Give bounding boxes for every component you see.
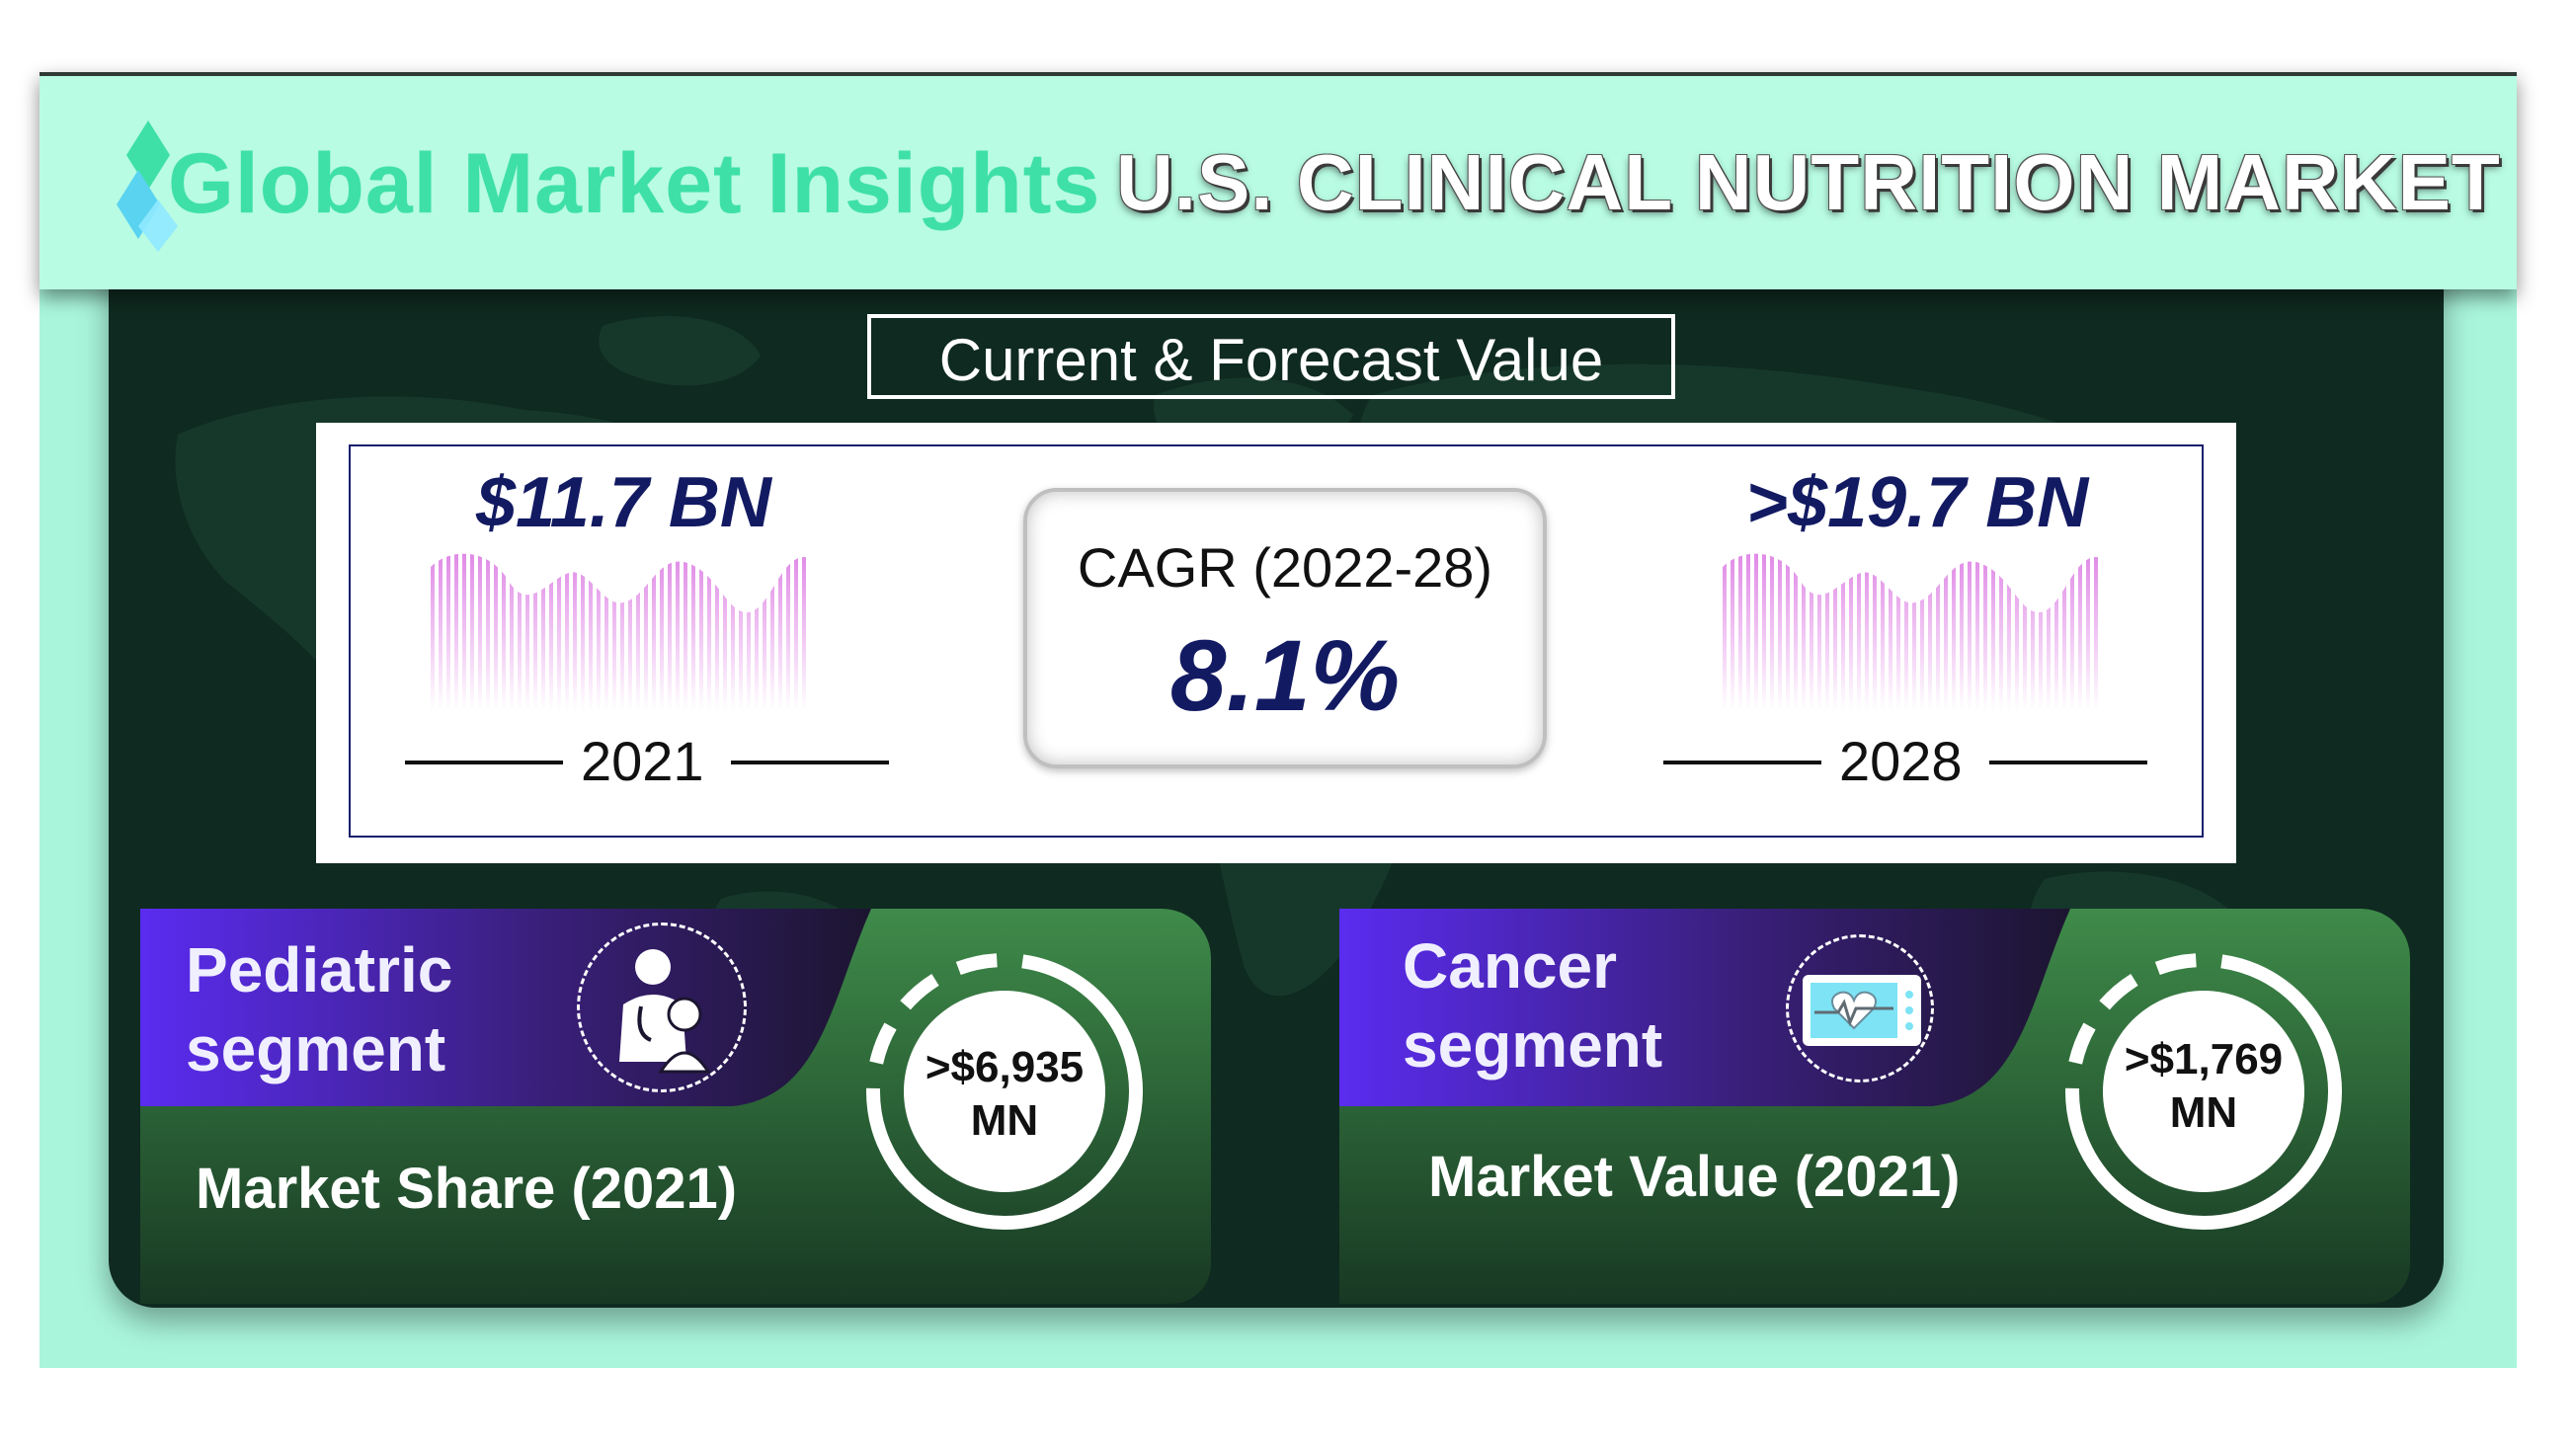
pediatric-metric-label: Market Share (2021)	[196, 1157, 738, 1221]
cancer-value-line2: MN	[2169, 1088, 2238, 1137]
cagr-box: CAGR (2022-28) 8.1%	[1023, 488, 1547, 768]
cancer-icon-circle	[1786, 934, 1934, 1083]
pediatric-segment-title-line2: segment	[186, 1013, 446, 1084]
forecast-wave-decoration	[1723, 553, 2102, 711]
cancer-segment-title-line1: Cancer	[1403, 930, 1617, 1002]
year-line-right	[731, 761, 889, 764]
cagr-label: CAGR (2022-28)	[1077, 536, 1493, 599]
cancer-value-ring	[2065, 953, 2342, 1230]
forecast-section-label: Current & Forecast Value	[867, 314, 1675, 399]
current-value: $11.7 BN	[476, 463, 771, 542]
pediatric-value-line2: MN	[970, 1096, 1039, 1145]
pediatric-segment-card: Pediatric segment Market Share (2021) >$…	[140, 909, 1211, 1304]
logo-text: Global Market Insights	[168, 136, 1101, 231]
cancer-segment-card: Cancer segment Market Value (2021) >$1,7…	[1339, 909, 2410, 1304]
report-title: U.S. CLINICAL NUTRITION MARKET	[1116, 138, 2501, 226]
pediatric-value-line1: >$6,935	[925, 1043, 1085, 1091]
pediatric-value-ring	[866, 953, 1143, 1230]
doctor-child-icon	[619, 949, 711, 1074]
header-bar: Global Market Insights U.S. CLINICAL NUT…	[40, 72, 2517, 289]
pediatric-icon-circle	[577, 923, 747, 1092]
cancer-segment-title-line2: segment	[1403, 1009, 1663, 1081]
cancer-value-line1: >$1,769	[2124, 1035, 2284, 1083]
current-year: 2021	[581, 730, 704, 792]
current-wave-decoration	[431, 553, 810, 711]
forecast-year: 2028	[1839, 730, 1963, 792]
year-line-left-2028	[1663, 761, 1821, 764]
cagr-value: 8.1%	[1169, 619, 1401, 732]
cancer-metric-label: Market Value (2021)	[1428, 1145, 1961, 1209]
pediatric-segment-title-line1: Pediatric	[186, 934, 453, 1005]
value-card-border	[349, 444, 2204, 838]
diamond-logo-icon	[117, 120, 178, 252]
year-line-right-2028	[1989, 761, 2147, 764]
heart-monitor-icon	[1803, 975, 1921, 1046]
forecast-value: >$19.7 BN	[1746, 463, 2089, 542]
year-line-left	[405, 761, 563, 764]
